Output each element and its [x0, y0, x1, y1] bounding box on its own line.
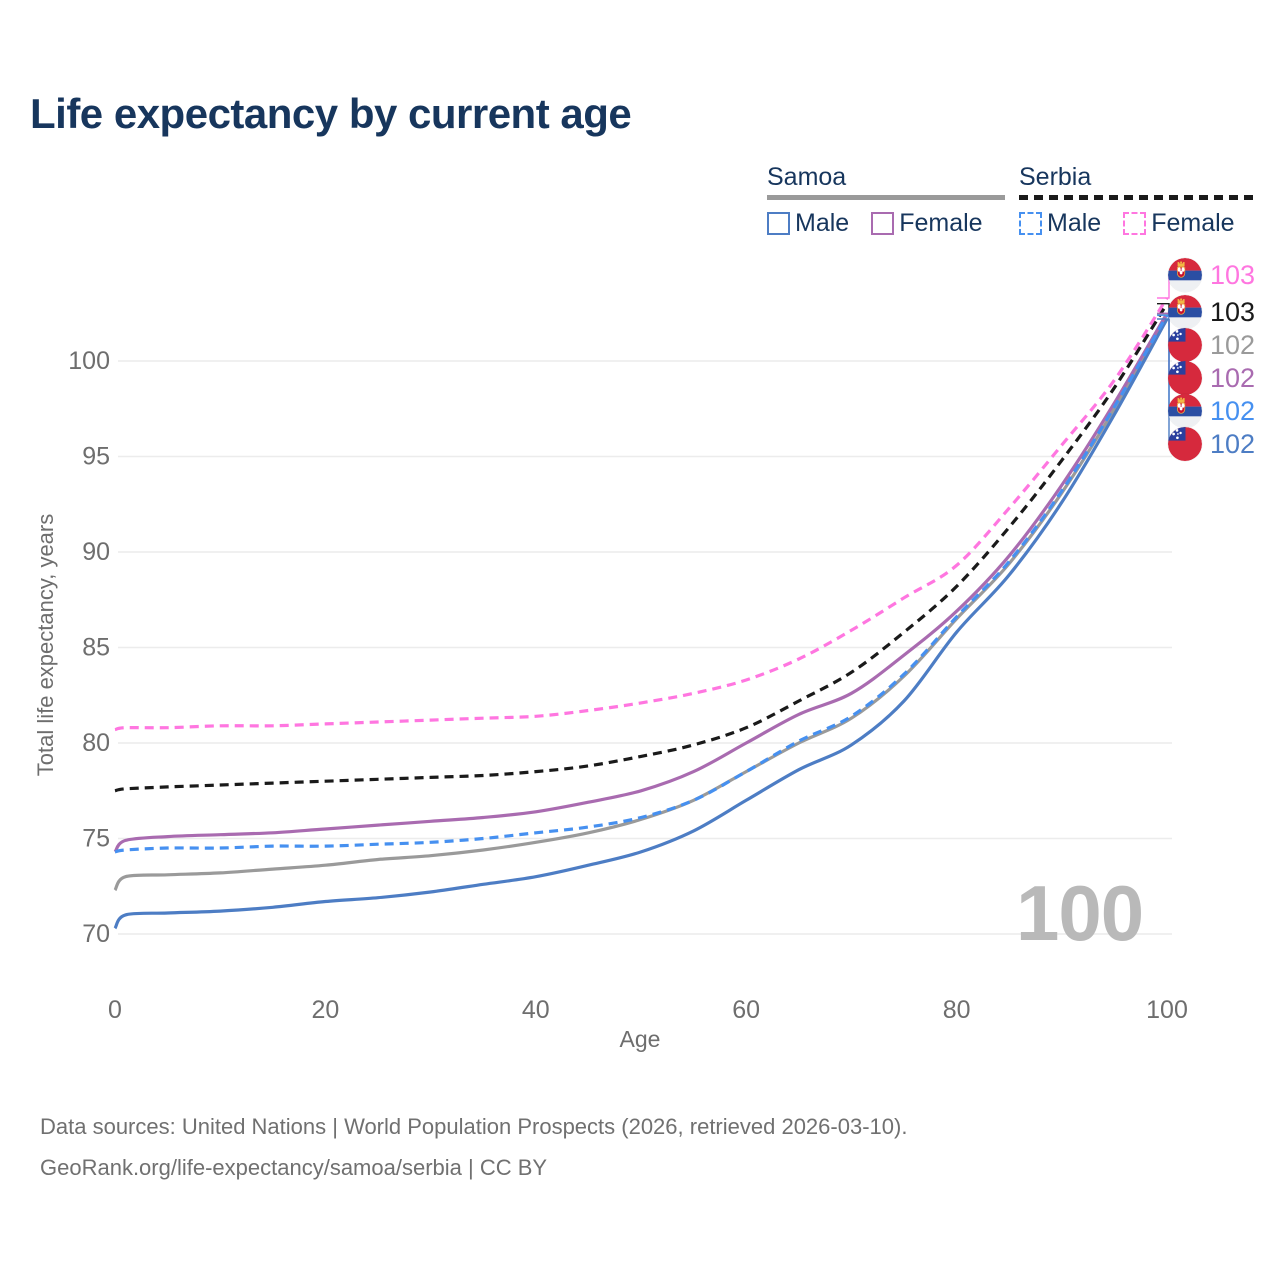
- series-line-samoa-male[interactable]: [113, 318, 1169, 930]
- end-label-serbia-male: 102: [1168, 394, 1255, 428]
- end-label-serbia-female: 103: [1168, 258, 1255, 292]
- samoa-flag-icon: [1168, 361, 1202, 395]
- legend-country-label: Samoa: [767, 163, 847, 191]
- legend-item-samoa-male[interactable]: Male: [767, 209, 849, 238]
- y-axis-label: Total life expectancy, years: [33, 513, 58, 777]
- x-tick-0: 0: [108, 996, 122, 1024]
- end-label-value: 102: [1210, 329, 1256, 360]
- legend-swatch-icon: [1019, 212, 1042, 235]
- legend-swatch-icon: [871, 212, 895, 235]
- footer-attribution: Data sources: United Nations | World Pop…: [40, 1106, 907, 1188]
- legend-item-label: Male: [795, 209, 850, 237]
- x-axis-label: Age: [619, 1026, 661, 1052]
- legend-country-line-swatch: [767, 195, 1005, 200]
- end-label-value: 103: [1210, 259, 1256, 290]
- y-tick-95: 95: [82, 443, 110, 471]
- x-tick-40: 40: [522, 996, 550, 1024]
- end-label-samoa-male: 102: [1168, 427, 1255, 461]
- x-tick-60: 60: [732, 996, 760, 1024]
- x-tick-100: 100: [1146, 996, 1188, 1024]
- serbia-flag-icon: [1168, 258, 1202, 292]
- footer-line-1: Data sources: United Nations | World Pop…: [40, 1114, 908, 1139]
- samoa-flag-icon: [1168, 427, 1202, 461]
- legend-group-samoa: Samoa Male Female: [767, 163, 1005, 238]
- legend-item-label: Female: [1151, 209, 1235, 237]
- legend-swatch-icon: [767, 212, 790, 235]
- y-tick-75: 75: [82, 825, 110, 853]
- x-tick-80: 80: [943, 996, 971, 1024]
- end-label-serbia: 103: [1168, 295, 1255, 329]
- serbia-flag-icon: [1168, 394, 1202, 428]
- samoa-flag-icon: [1168, 328, 1202, 362]
- y-tick-80: 80: [82, 729, 110, 757]
- legend-item-serbia-female[interactable]: Female: [1123, 209, 1235, 238]
- series-line-samoa[interactable]: [113, 313, 1169, 892]
- legend-item-label: Female: [899, 209, 983, 237]
- y-tick-85: 85: [82, 634, 110, 662]
- page-title: Life expectancy by current age: [30, 90, 632, 137]
- legend-item-label: Male: [1047, 209, 1102, 237]
- legend-item-serbia-male[interactable]: Male: [1019, 209, 1101, 238]
- y-tick-90: 90: [82, 538, 110, 566]
- age-hover-watermark: 100: [1016, 869, 1144, 957]
- legend-country-label: Serbia: [1019, 163, 1092, 191]
- legend-item-samoa-female[interactable]: Female: [871, 209, 983, 238]
- end-label-value: 102: [1210, 395, 1256, 426]
- end-label-samoa: 102: [1168, 328, 1255, 362]
- serbia-flag-icon: [1168, 295, 1202, 329]
- series-line-serbia-female[interactable]: [114, 297, 1169, 732]
- y-tick-70: 70: [82, 920, 110, 948]
- series-line-samoa-female[interactable]: [113, 312, 1169, 853]
- series-line-serbia-male[interactable]: [114, 314, 1169, 854]
- end-label-value: 102: [1210, 362, 1256, 393]
- series-line-serbia[interactable]: [114, 302, 1169, 793]
- end-label-samoa-female: 102: [1168, 361, 1255, 395]
- legend-group-serbia: Serbia Male Female: [1019, 163, 1257, 238]
- end-label-value: 103: [1210, 296, 1256, 327]
- footer-line-2: GeoRank.org/life-expectancy/samoa/serbia…: [40, 1155, 548, 1180]
- legend-country-line-swatch: [1019, 195, 1257, 200]
- x-tick-20: 20: [311, 996, 339, 1024]
- y-tick-100: 100: [68, 347, 110, 375]
- legend-swatch-icon: [1123, 212, 1147, 235]
- end-label-value: 102: [1210, 428, 1256, 459]
